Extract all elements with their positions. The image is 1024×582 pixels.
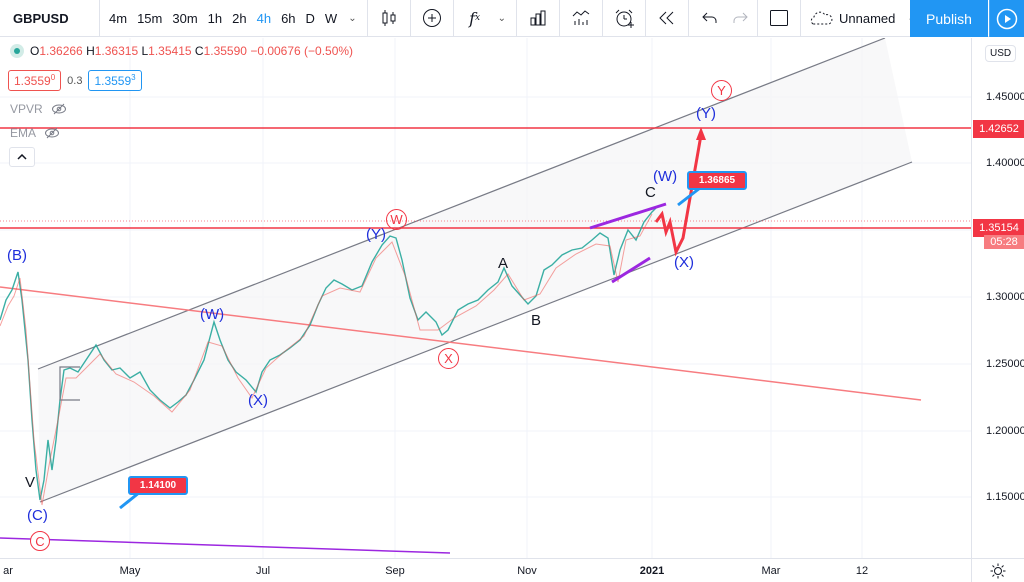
chevron-up-icon (17, 154, 27, 160)
bar-countdown: 05:28 (984, 235, 1024, 249)
chart-pane[interactable] (0, 38, 971, 558)
ohlc-legend: O1.36266 H1.36315 L1.35415 C1.35590 −0.0… (10, 44, 353, 58)
chart-settings-button[interactable] (971, 558, 1024, 582)
price-tick: 1.20000 (986, 425, 1024, 437)
symbol-label: GBPUSD (13, 10, 69, 26)
wedge-upper-line (589, 202, 667, 230)
open-value: 1.36266 (39, 44, 83, 58)
chart-type-group (368, 0, 411, 37)
purple-support-line (0, 537, 451, 554)
buy-button[interactable]: 1.35593 (88, 70, 142, 91)
time-tick: Jul (255, 565, 271, 577)
interval-4h[interactable]: 4h (256, 10, 272, 26)
gear-icon (990, 563, 1006, 578)
collapse-legend-button[interactable] (9, 147, 35, 167)
layout-name: Unnamed (838, 10, 896, 26)
compare-group (411, 0, 454, 37)
price-marker-135154: 1.35154 (973, 219, 1024, 237)
price-marker-142652: 1.42652 (973, 120, 1024, 138)
projected-path (654, 134, 703, 257)
change-value: −0.00676 (−0.50%) (250, 44, 354, 58)
templates-icon[interactable] (564, 3, 598, 33)
spread-value: 0.3 (67, 74, 83, 87)
fullscreen-icon[interactable] (762, 3, 796, 33)
time-tick: ar (3, 565, 13, 577)
bars-style-icon[interactable] (521, 3, 555, 33)
close-value: 1.35590 (203, 44, 247, 58)
low-value: 1.35415 (148, 44, 192, 58)
range-box (59, 366, 80, 401)
interval-15m[interactable]: 15m (137, 10, 163, 26)
indicator-ema[interactable]: EMA (10, 126, 60, 140)
price-axis[interactable]: USD 1.45000 1.42652 1.40000 1.35154 05:2… (971, 38, 1024, 558)
price-tick: 1.15000 (986, 491, 1024, 503)
interval-30m[interactable]: 30m (172, 10, 198, 26)
undo-icon[interactable] (693, 3, 727, 33)
indicator-vpvr[interactable]: VPVR (10, 102, 67, 116)
time-axis[interactable]: ar May Jul Sep Nov 2021 Mar 12 (0, 558, 971, 582)
price-tick: 1.25000 (986, 358, 1024, 370)
indicators-dropdown-chevron-icon[interactable]: ⌄ (497, 12, 506, 24)
eye-hidden-icon[interactable] (51, 103, 67, 115)
interval-6h[interactable]: 6h (281, 10, 296, 26)
time-tick: Mar (761, 565, 781, 577)
symbol-search[interactable]: GBPUSD (0, 0, 100, 37)
interval-group: 4m 15m 30m 1h 2h 4h 6h D W ⌄ (100, 0, 368, 37)
projection-arrowhead (696, 127, 706, 140)
interval-2h[interactable]: 2h (232, 10, 247, 26)
time-tick: Nov (517, 565, 537, 577)
fullscreen-group (758, 0, 801, 37)
play-icon (996, 8, 1018, 29)
market-status-icon (10, 44, 24, 58)
price-tick: 1.40000 (986, 157, 1024, 169)
undo-redo-group (689, 0, 758, 37)
interval-d[interactable]: D (305, 10, 315, 26)
time-tick: Sep (385, 565, 405, 577)
price-tick: 1.45000 (986, 91, 1024, 103)
channel-upper-line (37, 38, 886, 370)
time-tick: May (119, 565, 141, 577)
replay-group (646, 0, 689, 37)
sell-button[interactable]: 1.35590 (8, 70, 62, 91)
time-tick: 2021 (639, 565, 665, 577)
eye-hidden-icon[interactable] (44, 127, 60, 139)
parallel-channel-fill (38, 38, 912, 502)
alert-group (603, 0, 646, 37)
publish-button[interactable]: Publish (910, 0, 988, 37)
channel-lower-line (39, 161, 913, 503)
replay-icon[interactable] (650, 3, 684, 33)
trade-buttons: 1.35590 0.3 1.35593 (8, 70, 142, 91)
candles-icon[interactable] (372, 3, 406, 33)
cloud-icon (810, 11, 833, 25)
high-value: 1.36315 (94, 44, 139, 58)
play-button[interactable] (989, 0, 1024, 37)
redo-icon[interactable] (727, 3, 753, 33)
add-compare-icon[interactable] (415, 3, 449, 33)
price-series (0, 207, 657, 501)
interval-w[interactable]: W (324, 10, 338, 26)
price-tick: 1.30000 (986, 291, 1024, 303)
descending-trendline (0, 286, 922, 401)
bars-style-group (517, 0, 560, 37)
interval-1h[interactable]: 1h (207, 10, 223, 26)
wedge-lower-line (611, 256, 651, 284)
templates-group (560, 0, 603, 37)
ohlc-values: O1.36266 H1.36315 L1.35415 C1.35590 −0.0… (30, 44, 354, 58)
interval-4m[interactable]: 4m (109, 10, 128, 26)
currency-label[interactable]: USD (985, 45, 1017, 62)
alert-icon[interactable] (607, 3, 641, 33)
interval-dropdown-chevron-icon[interactable]: ⌄ (348, 12, 357, 24)
time-tick: 12 (855, 565, 869, 577)
